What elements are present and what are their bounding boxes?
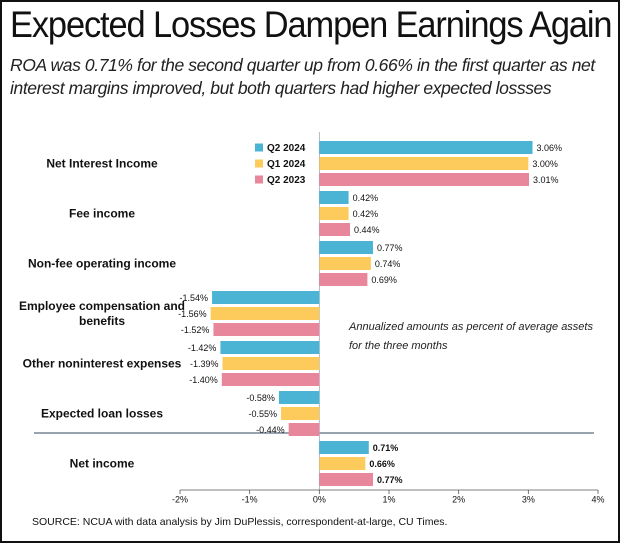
x-tick-label: 3% — [522, 494, 535, 504]
value-label: 3.00% — [532, 159, 558, 169]
bar — [288, 423, 320, 436]
value-label: -0.55% — [248, 409, 277, 419]
category-label: Fee income — [68, 206, 136, 220]
category-label: Net income — [69, 456, 135, 470]
bar — [213, 323, 320, 336]
category-label: Non-fee operating income — [27, 256, 176, 270]
bar — [319, 441, 369, 454]
value-label: -0.58% — [246, 393, 275, 403]
value-label: 3.06% — [537, 143, 563, 153]
value-label: 0.42% — [353, 193, 379, 203]
value-label: -1.56% — [178, 309, 207, 319]
bar — [221, 373, 320, 386]
bar — [319, 191, 349, 204]
bar — [220, 341, 320, 354]
value-label: -1.39% — [190, 359, 219, 369]
x-tick-label: 1% — [382, 494, 395, 504]
value-label: 0.69% — [371, 275, 397, 285]
value-label: 0.71% — [373, 443, 399, 453]
value-label: -0.44% — [256, 425, 285, 435]
value-label: 0.66% — [369, 459, 395, 469]
value-label: -1.52% — [181, 325, 210, 335]
bar — [319, 457, 366, 470]
value-label: 0.42% — [353, 209, 379, 219]
legend-swatch — [255, 143, 263, 152]
source-note: SOURCE: NCUA with data analysis by Jim D… — [32, 516, 448, 528]
chart-title: Expected Losses Dampen Earnings Again — [10, 4, 613, 45]
bar — [319, 207, 349, 220]
x-tick-label: 2% — [452, 494, 465, 504]
legend-swatch — [255, 159, 263, 168]
annotation: Annualized amounts as percent of average… — [348, 321, 593, 333]
value-label: 0.74% — [375, 259, 401, 269]
category-label: Net Interest Income — [46, 156, 158, 170]
x-tick-label: 0% — [313, 494, 326, 504]
value-label: 0.77% — [377, 243, 403, 253]
bar — [212, 291, 320, 304]
legend-label: Q2 2023 — [267, 175, 306, 186]
bar — [210, 307, 320, 320]
bar — [281, 407, 320, 420]
category-label: Expected loan losses — [40, 406, 164, 420]
annotation: for the three months — [349, 340, 448, 352]
bar — [319, 157, 529, 170]
legend-swatch — [255, 175, 263, 184]
value-label: 0.77% — [377, 475, 403, 485]
legend-label: Q2 2024 — [267, 143, 306, 154]
x-tick-label: 4% — [591, 494, 604, 504]
category-label: Other noninterest expenses — [22, 356, 182, 370]
value-label: -1.54% — [180, 293, 209, 303]
bar — [319, 473, 373, 486]
category-label: Employee compensation and benefits — [18, 298, 186, 328]
bar — [319, 141, 533, 154]
bar — [222, 357, 320, 370]
bar — [278, 391, 320, 404]
bar — [319, 257, 371, 270]
legend-label: Q1 2024 — [267, 159, 306, 170]
bar — [319, 173, 530, 186]
value-label: -1.40% — [189, 375, 218, 385]
bar — [319, 241, 373, 254]
bar — [319, 223, 350, 236]
chart-subtitle: ROA was 0.71% for the second quarter up … — [10, 55, 595, 98]
value-label: 3.01% — [533, 175, 559, 185]
x-tick-label: -1% — [242, 494, 258, 504]
value-label: -1.42% — [188, 343, 217, 353]
bar — [319, 273, 368, 286]
x-tick-label: -2% — [172, 494, 188, 504]
value-label: 0.44% — [354, 225, 380, 235]
